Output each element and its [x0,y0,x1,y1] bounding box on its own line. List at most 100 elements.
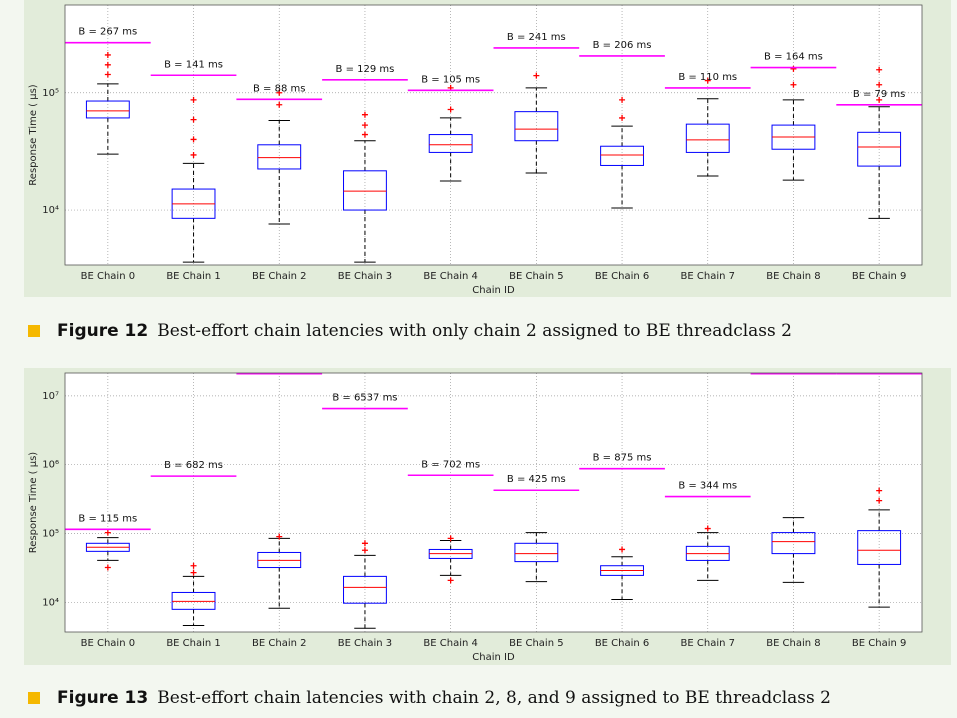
outlier [361,131,368,138]
y-axis-label: Response Time ( μs) [28,452,39,554]
x-tick-label: BE Chain 8 [766,638,820,649]
outlier [876,66,883,73]
box [85,100,130,119]
x-axis-label: Chain ID [472,285,515,296]
x-tick-label: BE Chain 7 [681,638,735,649]
bound-label: B = 344 ms [678,481,737,492]
box [600,145,644,166]
bound-label: B = 702 ms [421,459,480,470]
outlier [447,577,454,584]
outlier [104,51,111,58]
outlier [190,116,197,123]
outlier [190,151,197,158]
caption-marker [28,325,40,337]
outlier [619,114,626,121]
box [171,591,216,610]
outlier [276,89,283,96]
outlier [447,106,454,113]
bound-label: B = 425 ms [507,474,566,485]
x-tick-label: BE Chain 5 [509,638,563,649]
outlier [190,96,197,103]
outlier [361,547,368,554]
x-tick-label: BE Chain 1 [166,271,220,282]
bound-label: B = 164 ms [764,52,823,63]
box [514,111,559,142]
bound-label: B = 129 ms [336,64,395,75]
x-tick-label: BE Chain 9 [852,271,906,282]
x-tick-label: BE Chain 5 [509,271,563,282]
x-tick-label: BE Chain 4 [423,638,477,649]
bound-label: B = 88 ms [253,83,305,94]
bound-label: B = 206 ms [593,40,652,51]
x-tick-label: BE Chain 3 [338,638,392,649]
box [514,542,559,563]
figure-caption: Figure 12 Best-effort chain latencies wi… [57,321,792,342]
y-tick-label: 10⁶ [42,460,59,471]
x-tick-label: BE Chain 2 [252,638,306,649]
outlier [276,101,283,108]
y-tick-label: 10⁴ [42,597,59,608]
bound-label: B = 267 ms [78,27,137,38]
caption-marker [28,692,40,704]
y-tick-label: 10⁴ [42,205,59,216]
box [685,123,730,153]
x-tick-label: BE Chain 0 [81,271,135,282]
outlier [104,529,111,536]
outlier [361,540,368,547]
plot-frame [64,4,923,266]
bound-label: B = 241 ms [507,32,566,43]
outlier [619,546,626,553]
box [257,144,302,170]
caption-text: Best-effort chain latencies with only ch… [157,321,792,341]
bound-label: B = 6537 ms [332,393,397,404]
x-tick-label: BE Chain 2 [252,271,306,282]
figure-label: Figure 13 [57,688,148,708]
bound-label: B = 115 ms [78,513,137,524]
outlier [190,562,197,569]
outlier [447,535,454,542]
figure-caption: Figure 13 Best-effort chain latencies wi… [57,688,831,709]
x-tick-label: BE Chain 1 [166,638,220,649]
x-tick-label: BE Chain 7 [681,271,735,282]
outlier [190,569,197,576]
box [343,170,387,211]
bound-label: B = 875 ms [593,453,652,464]
outlier [876,81,883,88]
x-tick-label: BE Chain 6 [595,271,649,282]
x-tick-label: BE Chain 6 [595,638,649,649]
bound-label: B = 105 ms [421,74,480,85]
outlier [361,122,368,129]
caption-text: Best-effort chain latencies with chain 2… [157,688,831,708]
x-tick-label: BE Chain 0 [81,638,135,649]
y-tick-label: 10⁷ [42,391,59,402]
outlier [104,61,111,68]
outlier [704,77,711,84]
outlier [361,111,368,118]
outlier [276,533,283,540]
bound-label: B = 682 ms [164,460,223,471]
x-tick-label: BE Chain 4 [423,271,477,282]
outlier [790,81,797,88]
x-axis-label: Chain ID [472,652,515,663]
outlier [104,564,111,571]
bound-label: B = 141 ms [164,59,223,70]
box [343,575,387,604]
outlier [876,497,883,504]
outlier [190,136,197,143]
bound-label: B = 79 ms [853,89,905,100]
plot-area [65,373,922,632]
box [857,530,902,565]
outlier [704,525,711,532]
outlier [876,96,883,103]
box [857,131,902,167]
outlier [619,96,626,103]
outlier [876,487,883,494]
plot-frame [64,372,923,633]
x-tick-label: BE Chain 3 [338,271,392,282]
box [771,532,816,555]
box [428,134,473,153]
y-axis-label: Response Time ( μs) [28,84,39,186]
figure-label: Figure 12 [57,321,148,341]
y-tick-label: 10⁵ [42,88,59,99]
